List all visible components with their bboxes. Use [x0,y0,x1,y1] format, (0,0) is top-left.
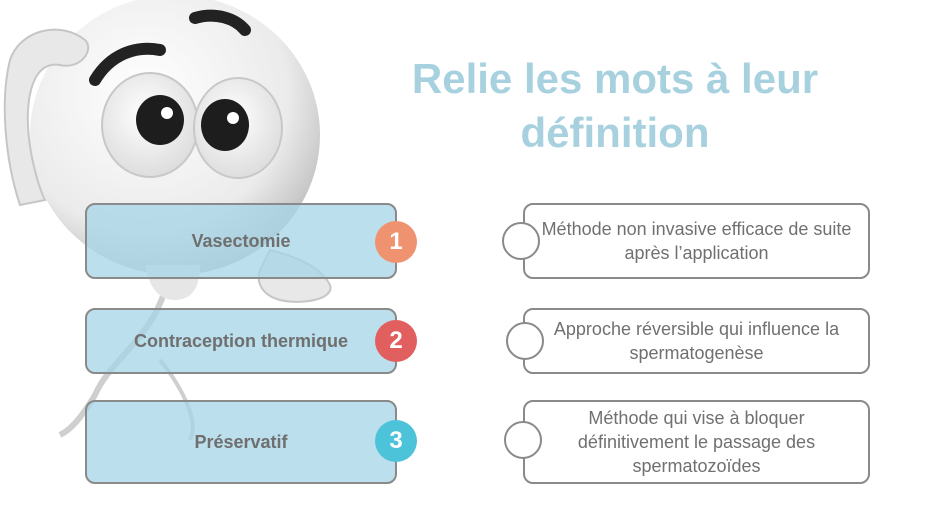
connector-dot-3[interactable] [504,421,542,459]
word-label: Contraception thermique [133,330,348,351]
number-badge-1: 1 [375,221,417,263]
connector-dot-2[interactable] [506,322,544,360]
connector-dot-1[interactable] [502,222,540,260]
number-badge-3: 3 [375,420,417,462]
definition-text: Approche réversible qui influence la spe… [553,319,840,363]
word-box-2[interactable]: Contraception thermique [85,308,397,374]
word-box-3[interactable]: Préservatif [85,400,397,484]
definition-text: Méthode non invasive efficace de suite a… [541,219,852,263]
word-label: Préservatif [194,431,288,452]
definition-box-2[interactable]: Approche réversible qui influence la spe… [523,308,870,374]
word-label: Vasectomie [191,230,291,251]
definition-box-1[interactable]: Méthode non invasive efficace de suite a… [523,203,870,279]
definition-text: Méthode qui vise à bloquer définitivemen… [577,408,816,476]
number-badge-2: 2 [375,320,417,362]
page-title: Relie les mots à leur définition [411,55,819,156]
word-box-1[interactable]: Vasectomie [85,203,397,279]
definition-box-3[interactable]: Méthode qui vise à bloquer définitivemen… [523,400,870,484]
